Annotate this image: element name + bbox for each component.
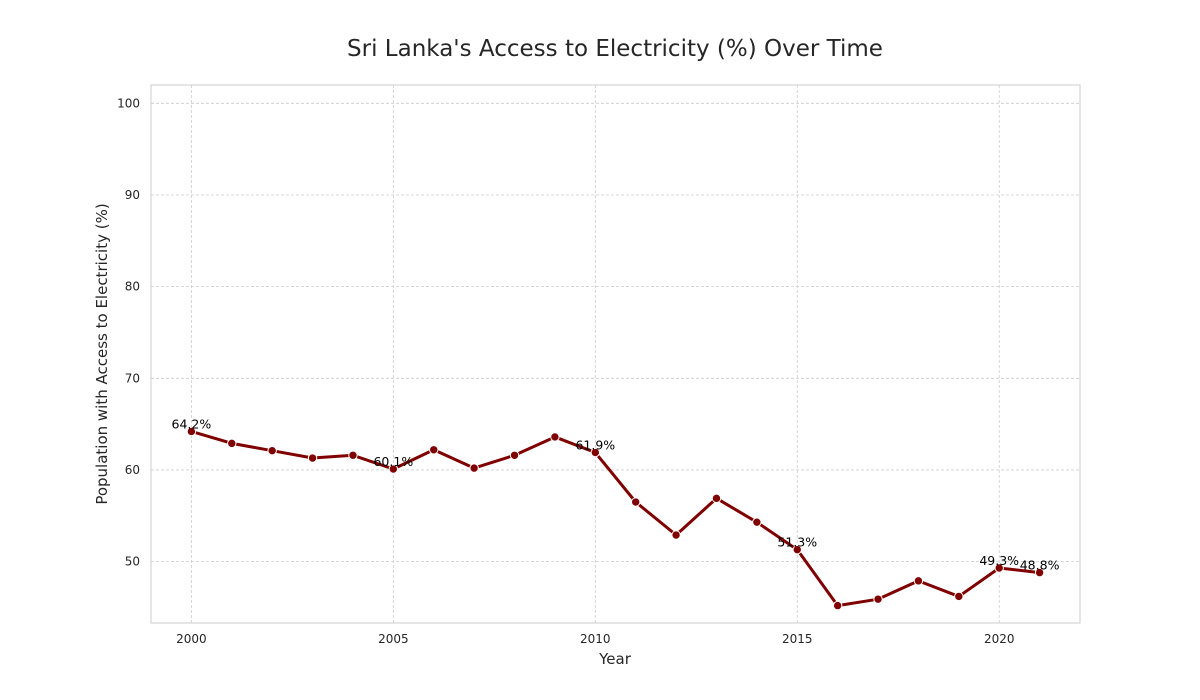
data-point — [307, 453, 318, 463]
data-point — [590, 447, 601, 458]
data-point — [954, 591, 964, 602]
x-tick-label: 2020 — [984, 632, 1015, 646]
y-tick-label: 60 — [125, 463, 140, 477]
data-point — [913, 576, 924, 586]
series-line — [189, 429, 1042, 608]
data-point — [630, 497, 641, 507]
series — [186, 426, 1045, 611]
data-label: 48.8% — [1020, 558, 1060, 573]
x-tick-label: 2000 — [176, 632, 207, 646]
plot-area — [150, 84, 1081, 624]
data-point — [711, 493, 722, 504]
data-label: 49.3% — [979, 553, 1019, 568]
data-point — [227, 438, 237, 449]
data-point — [832, 600, 843, 611]
data-point — [429, 445, 439, 455]
y-tick-label: 100 — [117, 96, 140, 110]
data-point — [388, 464, 399, 474]
data-point — [509, 450, 520, 460]
y-tick-label: 80 — [125, 280, 140, 294]
chart-title: Sri Lanka's Access to Electricity (%) Ov… — [347, 36, 883, 62]
data-point — [550, 432, 560, 442]
data-label: 60.1% — [373, 454, 413, 469]
y-tick-label: 90 — [125, 188, 140, 202]
x-tick-label: 2015 — [782, 632, 813, 646]
y-tick-label: 50 — [125, 555, 140, 569]
x-tick-label: 2010 — [580, 632, 611, 646]
data-point — [348, 450, 358, 460]
data-point — [671, 530, 681, 540]
data-point — [873, 594, 883, 604]
data-point — [186, 426, 197, 437]
x-tick-label: 2005 — [378, 632, 409, 646]
data-point — [792, 544, 802, 555]
data-point — [267, 445, 277, 456]
data-label: 61.9% — [575, 438, 615, 453]
data-point — [1034, 567, 1045, 578]
data-point — [469, 463, 479, 473]
data-labels: 64.2% 60.1% 61.9% 51.3% 49.3% 48.8% — [172, 416, 1060, 572]
y-tick-label: 70 — [125, 371, 140, 385]
data-label: 51.3% — [777, 535, 817, 550]
y-axis-label: Population with Access to Electricity (%… — [93, 203, 111, 504]
axis-ticks: 2000 2005 2010 2015 2020 50 60 70 80 90 100 — [117, 96, 1014, 646]
data-point — [752, 517, 762, 527]
data-point — [994, 563, 1004, 573]
x-axis-label: Year — [598, 650, 632, 668]
data-label: 64.2% — [172, 416, 212, 431]
